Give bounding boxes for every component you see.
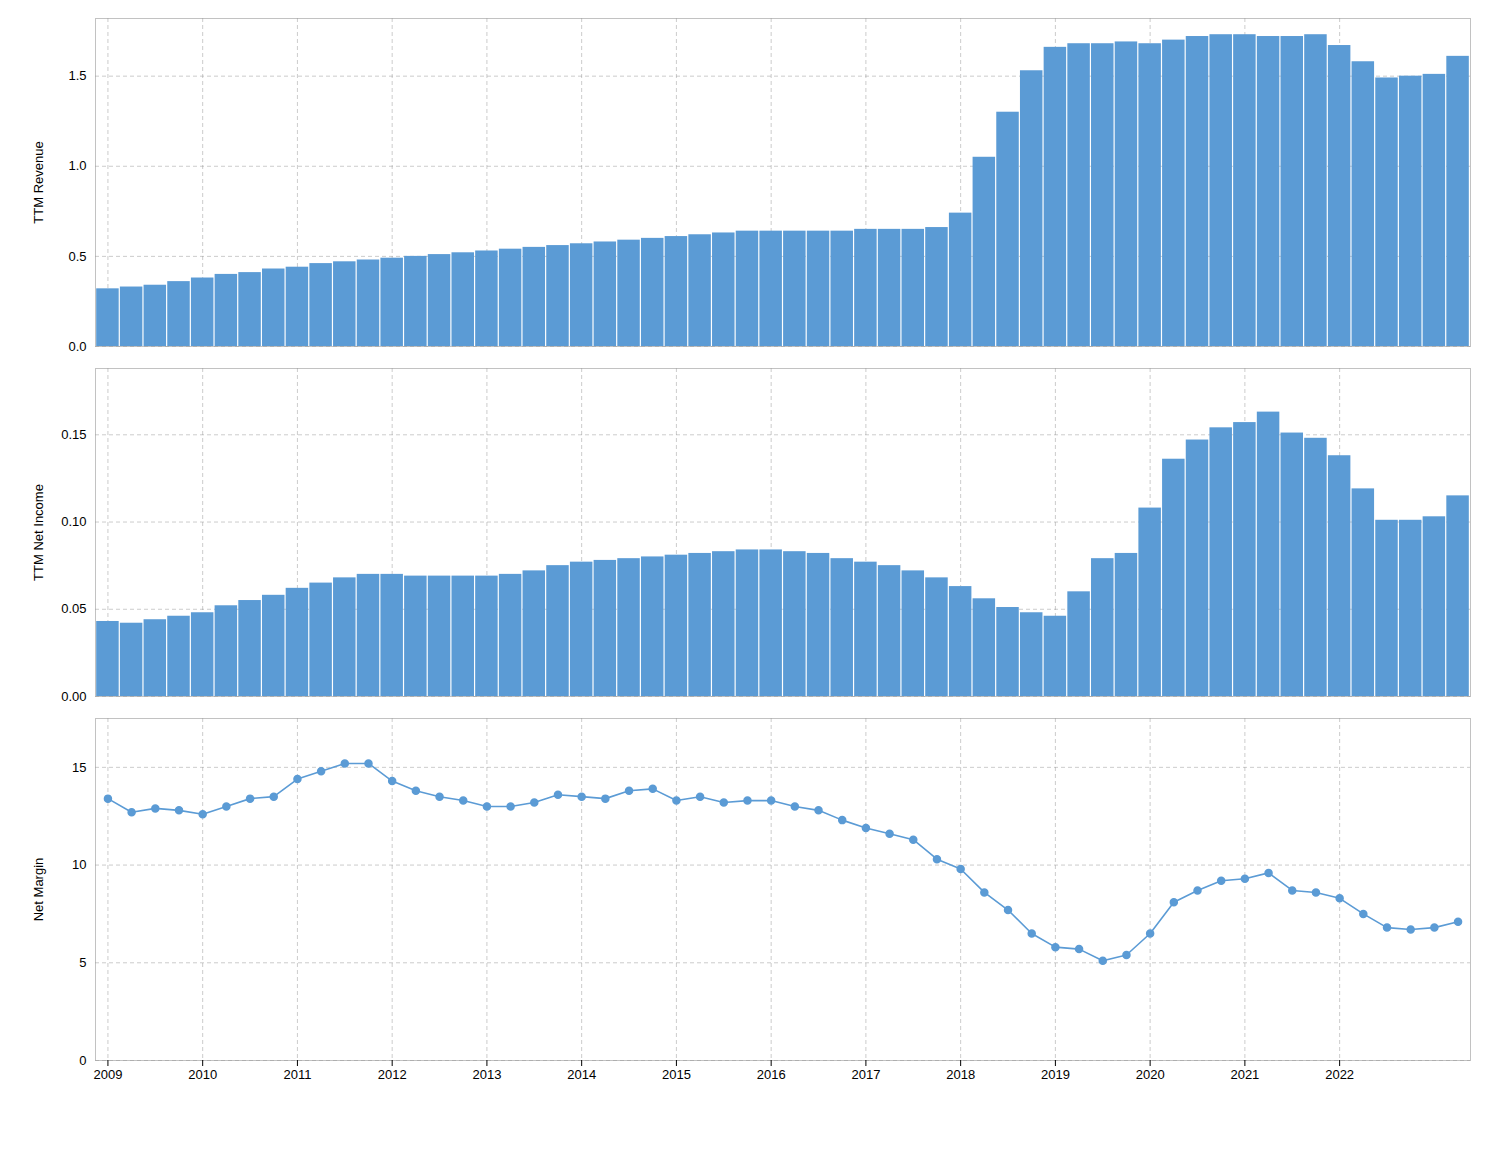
- svg-text:1.0: 1.0: [68, 158, 86, 173]
- svg-text:2016: 2016: [757, 1067, 786, 1082]
- svg-text:2018: 2018: [946, 1067, 975, 1082]
- svg-text:0.10: 0.10: [61, 514, 86, 529]
- svg-text:2010: 2010: [188, 1067, 217, 1082]
- svg-text:0.05: 0.05: [61, 601, 86, 616]
- svg-text:2015: 2015: [662, 1067, 691, 1082]
- svg-text:2009: 2009: [93, 1067, 122, 1082]
- svg-text:Net Margin: Net Margin: [31, 858, 46, 922]
- svg-text:TTM Revenue: TTM Revenue: [31, 141, 46, 223]
- svg-text:2019: 2019: [1041, 1067, 1070, 1082]
- svg-text:10: 10: [72, 857, 86, 872]
- svg-text:2013: 2013: [472, 1067, 501, 1082]
- svg-text:1.5: 1.5: [68, 68, 86, 83]
- svg-text:0.0: 0.0: [68, 339, 86, 354]
- svg-text:0: 0: [79, 1053, 86, 1068]
- svg-text:5: 5: [79, 955, 86, 970]
- svg-text:2020: 2020: [1136, 1067, 1165, 1082]
- svg-text:2021: 2021: [1230, 1067, 1259, 1082]
- svg-text:0.00: 0.00: [61, 689, 86, 704]
- svg-text:2012: 2012: [378, 1067, 407, 1082]
- svg-text:2011: 2011: [283, 1067, 311, 1082]
- svg-text:2022: 2022: [1325, 1067, 1354, 1082]
- svg-text:TTM Net Income: TTM Net Income: [31, 484, 46, 581]
- svg-text:0.5: 0.5: [68, 249, 86, 264]
- svg-text:2014: 2014: [567, 1067, 596, 1082]
- svg-text:0.15: 0.15: [61, 427, 86, 442]
- svg-text:15: 15: [72, 760, 86, 775]
- svg-text:2017: 2017: [851, 1067, 880, 1082]
